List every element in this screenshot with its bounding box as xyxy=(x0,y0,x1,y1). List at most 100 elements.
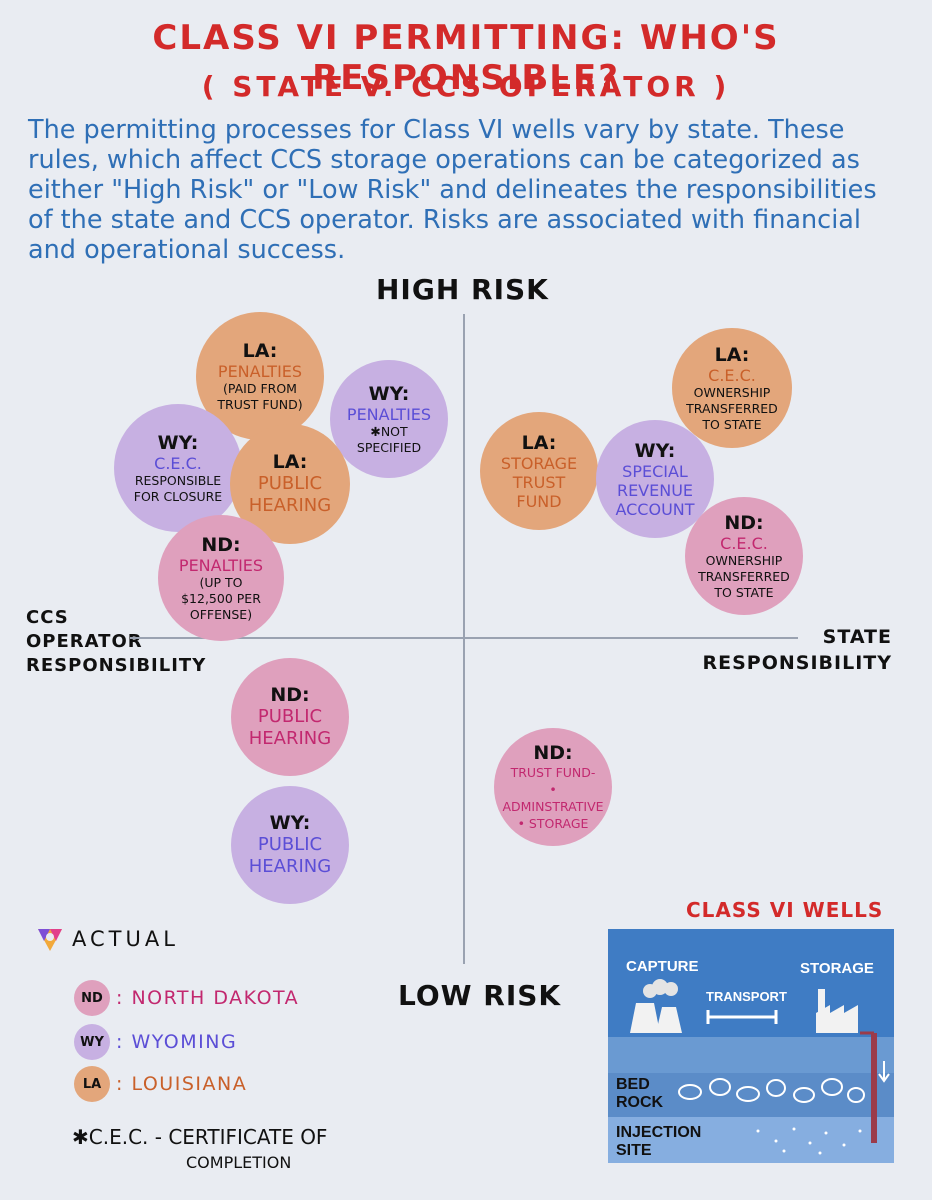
bubble-title: PENALTIES xyxy=(178,555,264,575)
bubble-title: TRUST xyxy=(512,472,566,492)
footnote-line2: COMPLETION xyxy=(186,1153,292,1172)
legend-label-nd: : NORTH DAKOTA xyxy=(116,987,300,1009)
logo-text: ACTUAL xyxy=(72,927,179,951)
axis-high-risk: HIGH RISK xyxy=(376,273,549,306)
legend-wy: WY : WYOMING xyxy=(74,1024,237,1060)
legend-label-la: : LOUISIANA xyxy=(116,1073,248,1095)
bubble-state: ND: xyxy=(533,742,573,764)
legend-la: LA : LOUISIANA xyxy=(74,1066,247,1102)
bubble-title: TRUST FUND- xyxy=(510,765,596,780)
bubble-detail: SPECIFIED xyxy=(356,439,422,455)
bubble-detail: OWNERSHIP xyxy=(693,384,771,400)
injection-well-pipe xyxy=(871,1033,877,1143)
wells-label-injection: INJECTION xyxy=(616,1124,701,1141)
bubble-la-cec: LA: C.E.C. OWNERSHIP TRANSFERRED TO STAT… xyxy=(672,328,792,448)
bubble-state: LA: xyxy=(714,343,750,366)
bubble-detail: (PAID FROM xyxy=(223,380,297,396)
bubble-detail: TO STATE xyxy=(714,584,774,600)
bubble-nd-public-hearing: ND: PUBLIC HEARING xyxy=(231,658,349,776)
wells-title: CLASS VI WELLS xyxy=(686,898,884,922)
bubble-state: ND: xyxy=(724,511,764,534)
axis-state-line1: STATE xyxy=(822,626,892,648)
bubble-nd-cec: ND: C.E.C. OWNERSHIP TRANSFERRED TO STAT… xyxy=(685,497,803,615)
bubble-title: PUBLIC xyxy=(257,473,323,494)
wells-soil-layer xyxy=(608,1037,894,1073)
bubble-title: FUND xyxy=(516,491,562,511)
bubble-title: REVENUE xyxy=(616,480,694,500)
bubble-detail: TO STATE xyxy=(702,416,762,432)
horizontal-axis-line xyxy=(130,637,798,639)
bubble-title: STORAGE xyxy=(500,453,578,473)
wells-injection-layer xyxy=(608,1117,894,1163)
bedrock-pattern xyxy=(678,1078,865,1103)
wells-label-bed: BED xyxy=(616,1076,650,1093)
bubble-title: HEARING xyxy=(248,495,332,516)
bubble-detail: TRANSFERRED xyxy=(686,400,778,416)
class-vi-wells-diagram: CAPTURE TRANSPORT STORAGE BED ROCK INJEC… xyxy=(608,929,894,1163)
bubble-wy-public-hearing: WY: PUBLIC HEARING xyxy=(231,786,349,904)
intro-text: The permitting processes for Class VI we… xyxy=(28,115,877,265)
bubble-state: WY: xyxy=(368,382,410,405)
bubble-state: LA: xyxy=(272,451,308,473)
footnote: ✱C.E.C. - CERTIFICATE OF COMPLETION xyxy=(72,1124,327,1176)
bubble-nd-penalties: ND: PENALTIES (UP TO $12,500 PER OFFENSE… xyxy=(158,515,284,641)
bubble-state: LA: xyxy=(521,431,557,454)
bubble-detail: ✱NOT xyxy=(370,423,408,439)
axis-low-risk: LOW RISK xyxy=(398,979,562,1012)
wells-label-storage: STORAGE xyxy=(800,960,874,977)
wells-bedrock-layer xyxy=(608,1073,894,1117)
page-subtitle: ( STATE V. CCS OPERATOR ) xyxy=(201,70,731,103)
axis-state-line2: RESPONSIBILITY xyxy=(702,652,892,674)
footnote-line1: ✱C.E.C. - CERTIFICATE OF xyxy=(72,1125,328,1149)
axis-ccs-line1: CCS xyxy=(26,607,69,628)
actual-logo: ACTUAL xyxy=(34,923,179,955)
bubble-detail: TRANSFERRED xyxy=(698,568,790,584)
bubble-title: • STORAGE xyxy=(517,816,589,831)
bubble-detail: $12,500 PER xyxy=(181,590,261,606)
legend-swatch-nd: ND xyxy=(74,980,110,1016)
bubble-state: ND: xyxy=(270,684,310,706)
bubble-state: LA: xyxy=(242,339,278,362)
bubble-wy-special-revenue: WY: SPECIAL REVENUE ACCOUNT xyxy=(596,420,714,538)
bubble-title: HEARING xyxy=(248,728,332,749)
legend-swatch-wy: WY xyxy=(74,1024,110,1060)
bubble-title: • ADMINSTRATIVE xyxy=(502,782,604,814)
legend-label-wy: : WYOMING xyxy=(116,1031,238,1053)
bubble-la-hearing: LA: PUBLIC HEARING xyxy=(230,424,350,544)
bubble-state: ND: xyxy=(201,533,241,556)
axis-state: STATE RESPONSIBILITY xyxy=(703,624,892,676)
bubble-title: C.E.C. xyxy=(708,365,756,385)
bubble-title: PUBLIC xyxy=(257,834,323,855)
actual-logo-icon xyxy=(38,929,62,951)
bubble-detail: TRUST FUND) xyxy=(217,396,303,412)
bubble-detail: (UP TO xyxy=(199,574,243,590)
power-plant-icon xyxy=(630,979,682,1033)
bubble-detail: OWNERSHIP xyxy=(705,552,783,568)
wells-label-rock: ROCK xyxy=(616,1094,664,1111)
bubble-detail: OFFENSE) xyxy=(189,606,253,622)
bubble-wy-penalties: WY: PENALTIES ✱NOT SPECIFIED xyxy=(330,360,448,478)
wells-label-capture: CAPTURE xyxy=(626,958,699,975)
storage-facility-icon xyxy=(816,989,858,1033)
bubble-state: WY: xyxy=(634,439,676,462)
wells-label-site: SITE xyxy=(616,1142,652,1159)
axis-ccs-operator: CCS OPERATOR RESPONSIBILITY xyxy=(26,606,206,678)
pipeline-icon xyxy=(706,1010,778,1024)
axis-ccs-line3: RESPONSIBILITY xyxy=(26,655,207,676)
bubble-title: SPECIAL xyxy=(622,461,688,481)
legend-swatch-la: LA xyxy=(74,1066,110,1102)
down-arrow-icon xyxy=(878,1061,890,1083)
page-title: CLASS VI PERMITTING: WHO'S RESPONSIBLE? xyxy=(152,18,780,98)
injection-particles xyxy=(756,1127,862,1155)
wells-label-transport: TRANSPORT xyxy=(706,989,787,1004)
bubble-detail: RESPONSIBLE xyxy=(134,472,222,488)
bubble-detail: FOR CLOSURE xyxy=(133,488,223,504)
vertical-axis-line xyxy=(463,314,465,964)
bubble-state: WY: xyxy=(157,431,199,454)
bubble-title: C.E.C. xyxy=(720,533,768,553)
legend-nd: ND : NORTH DAKOTA xyxy=(74,980,299,1016)
bubble-title: PENALTIES xyxy=(217,361,303,381)
bubble-title: ACCOUNT xyxy=(615,499,695,519)
bubble-title: C.E.C. xyxy=(154,453,202,473)
bubble-title: PENALTIES xyxy=(346,404,432,424)
